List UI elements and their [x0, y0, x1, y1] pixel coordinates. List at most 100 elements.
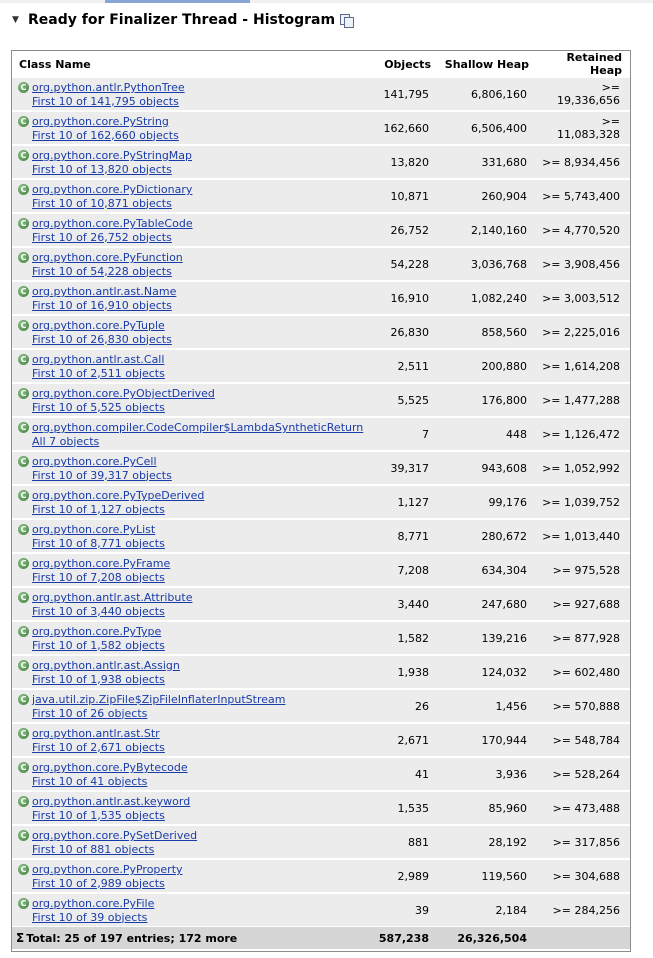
- objects-link[interactable]: First 10 of 39 objects: [32, 910, 148, 924]
- objects-link[interactable]: First 10 of 39,317 objects: [32, 468, 172, 482]
- retained-heap-cell: >= 3,003,512: [537, 281, 630, 315]
- active-tab-indicator[interactable]: [105, 0, 250, 3]
- objects-link[interactable]: First 10 of 41 objects: [32, 774, 148, 788]
- objects-link[interactable]: First 10 of 5,525 objects: [32, 400, 165, 414]
- class-link[interactable]: org.python.core.PyTypeDerived: [32, 489, 205, 502]
- objects-link[interactable]: First 10 of 881 objects: [32, 842, 155, 856]
- total-objects: 587,238: [363, 927, 439, 949]
- table-header-row: Class Name Objects Shallow Heap Retained…: [12, 51, 630, 77]
- class-link[interactable]: org.python.core.PyProperty: [32, 863, 183, 876]
- class-icon: C: [18, 592, 29, 603]
- class-link[interactable]: org.python.core.PyDictionary: [32, 183, 193, 196]
- objects-cell: 39,317: [363, 451, 439, 485]
- objects-link[interactable]: First 10 of 16,910 objects: [32, 298, 172, 312]
- column-header-shallow-heap[interactable]: Shallow Heap: [439, 51, 537, 77]
- class-link[interactable]: org.python.compiler.CodeCompiler$LambdaS…: [32, 421, 364, 434]
- retained-heap-cell: >= 548,784: [537, 723, 630, 757]
- class-link[interactable]: org.python.core.PyTuple: [32, 319, 165, 332]
- class-link[interactable]: org.python.antlr.ast.Assign: [32, 659, 180, 672]
- objects-link[interactable]: First 10 of 8,771 objects: [32, 536, 165, 550]
- column-header-objects[interactable]: Objects: [363, 51, 439, 77]
- class-icon: C: [18, 218, 29, 229]
- class-link[interactable]: org.python.core.PyBytecode: [32, 761, 188, 774]
- class-link[interactable]: org.python.antlr.ast.Call: [32, 353, 165, 366]
- class-link[interactable]: org.python.core.PyFrame: [32, 557, 171, 570]
- objects-cell: 1,938: [363, 655, 439, 689]
- objects-link[interactable]: First 10 of 141,795 objects: [32, 94, 179, 108]
- class-link[interactable]: org.python.antlr.PythonTree: [32, 81, 185, 94]
- class-link[interactable]: org.python.core.PyString: [32, 115, 169, 128]
- objects-link[interactable]: First 10 of 162,660 objects: [32, 128, 179, 142]
- objects-link[interactable]: First 10 of 26 objects: [32, 706, 148, 720]
- objects-cell: 1,582: [363, 621, 439, 655]
- class-link[interactable]: org.python.antlr.ast.Attribute: [32, 591, 193, 604]
- retained-heap-cell: >= 8,934,456: [537, 145, 630, 179]
- objects-link[interactable]: First 10 of 3,440 objects: [32, 604, 165, 618]
- objects-link[interactable]: First 10 of 26,830 objects: [32, 332, 172, 346]
- objects-link[interactable]: First 10 of 1,127 objects: [32, 502, 165, 516]
- class-icon: C: [18, 116, 29, 127]
- collapse-twisty-icon[interactable]: ▼: [12, 15, 19, 25]
- objects-link[interactable]: First 10 of 1,535 objects: [32, 808, 165, 822]
- objects-link[interactable]: All 7 objects: [32, 434, 100, 448]
- objects-cell: 13,820: [363, 145, 439, 179]
- objects-link[interactable]: First 10 of 2,511 objects: [32, 366, 165, 380]
- objects-link[interactable]: First 10 of 7,208 objects: [32, 570, 165, 584]
- class-link[interactable]: org.python.antlr.ast.Name: [32, 285, 177, 298]
- objects-link[interactable]: First 10 of 1,582 objects: [32, 638, 165, 652]
- retained-heap-cell: >= 2,225,016: [537, 315, 630, 349]
- class-link[interactable]: org.python.core.PySetDerived: [32, 829, 198, 842]
- objects-link[interactable]: First 10 of 10,871 objects: [32, 196, 172, 210]
- class-icon: C: [18, 422, 29, 433]
- class-link[interactable]: org.python.core.PyCell: [32, 455, 157, 468]
- class-link[interactable]: org.python.core.PyStringMap: [32, 149, 193, 162]
- column-header-class-name[interactable]: Class Name: [12, 51, 363, 77]
- copy-icon[interactable]: [340, 13, 355, 28]
- class-link[interactable]: org.python.core.PyFile: [32, 897, 155, 910]
- class-link[interactable]: org.python.antlr.ast.keyword: [32, 795, 191, 808]
- class-link[interactable]: org.python.core.PyFunction: [32, 251, 183, 264]
- objects-link[interactable]: First 10 of 2,671 objects: [32, 740, 165, 754]
- class-link[interactable]: org.python.core.PyList: [32, 523, 156, 536]
- objects-link[interactable]: First 10 of 54,228 objects: [32, 264, 172, 278]
- shallow-heap-cell: 6,506,400: [439, 111, 537, 145]
- objects-link[interactable]: First 10 of 2,989 objects: [32, 876, 165, 890]
- objects-link[interactable]: First 10 of 1,938 objects: [32, 672, 165, 686]
- class-link[interactable]: java.util.zip.ZipFile$ZipFileInflaterInp…: [32, 693, 286, 706]
- class-icon: C: [18, 184, 29, 195]
- class-link[interactable]: org.python.antlr.ast.Str: [32, 727, 160, 740]
- class-link[interactable]: org.python.core.PyType: [32, 625, 162, 638]
- objects-link[interactable]: First 10 of 13,820 objects: [32, 162, 172, 176]
- class-link[interactable]: org.python.core.PyTableCode: [32, 217, 193, 230]
- shallow-heap-cell: 3,036,768: [439, 247, 537, 281]
- column-header-retained-heap[interactable]: Retained Heap: [537, 51, 630, 77]
- objects-link[interactable]: First 10 of 26,752 objects: [32, 230, 172, 244]
- class-link[interactable]: org.python.core.PyObjectDerived: [32, 387, 215, 400]
